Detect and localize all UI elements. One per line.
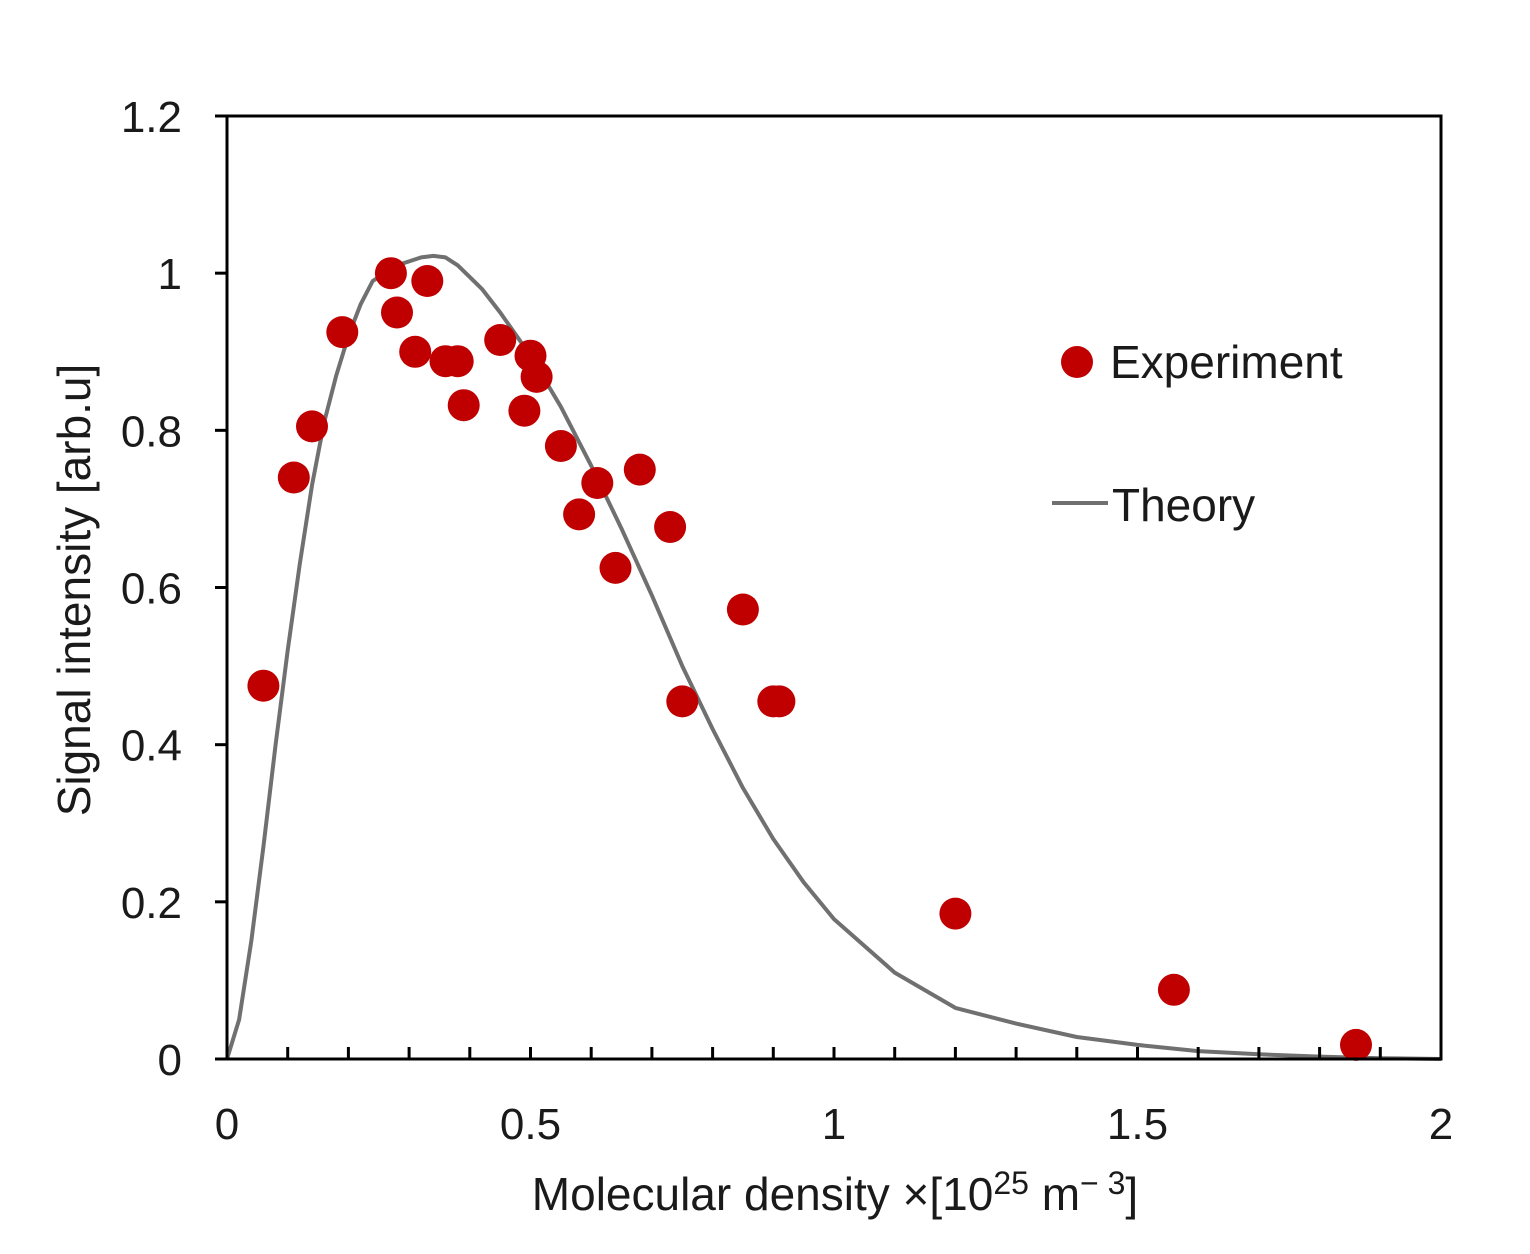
x-axis-title-exponent-1: 25 (993, 1165, 1029, 1201)
experiment-point-26 (1157, 973, 1190, 1006)
experiment-point-7 (411, 265, 444, 297)
experiment-point-10 (447, 389, 480, 422)
experiment-point-18 (599, 551, 632, 584)
x-tick-label-2: 1 (822, 1100, 846, 1149)
y-axis-title: Signal intensity [arb.u] (48, 364, 100, 817)
y-tick-label-6: 1.2 (121, 93, 182, 142)
x-axis-title: Molecular density ×[1025 m− 3] (532, 1165, 1138, 1220)
experiment-point-25 (939, 897, 972, 930)
y-tick-label-2: 0.4 (121, 722, 182, 771)
x-tick-label-3: 1.5 (1107, 1100, 1168, 1149)
legend-label-theory: Theory (1112, 479, 1255, 531)
axes: 0 0.2 0.4 0.6 0.8 1 1.2 0 0.5 1 1.5 2 (121, 93, 1453, 1149)
theory-line (225, 253, 1442, 1061)
y-tick-label-5: 1 (158, 250, 182, 299)
experiment-point-5 (381, 296, 413, 329)
experiment-point-3 (326, 316, 359, 349)
x-tick-label-1: 0.5 (500, 1100, 561, 1149)
experiment-point-24 (763, 685, 796, 718)
experiment-point-16 (563, 498, 596, 531)
y-tick-label-3: 0.6 (121, 565, 182, 614)
experiment-point-0 (247, 669, 280, 702)
experiment-point-4 (374, 257, 407, 290)
experiment-point-6 (399, 335, 432, 368)
x-axis-title-exponent-2: − 3 (1080, 1165, 1125, 1201)
experiment-point-12 (508, 394, 541, 427)
x-axis-title-unit: m (1029, 1168, 1080, 1220)
x-tick-label-4: 2 (1429, 1100, 1453, 1149)
y-tick-label-1: 0.2 (121, 879, 182, 928)
plot-area (225, 253, 1442, 1061)
experiment-point-19 (623, 453, 656, 486)
experiment-point-22 (726, 593, 759, 626)
experiment-point-2 (296, 410, 328, 443)
experiment-point-27 (1340, 1028, 1372, 1061)
y-tick-label-4: 0.8 (121, 407, 182, 456)
experiment-point-15 (544, 430, 577, 462)
legend-marker-experiment (1061, 346, 1093, 378)
x-tick-label-0: 0 (215, 1100, 239, 1149)
y-tick-label-0: 0 (158, 1036, 182, 1085)
experiment-point-21 (666, 685, 699, 718)
experiment-point-1 (277, 461, 310, 494)
x-axis-title-suffix: ] (1125, 1168, 1138, 1220)
axis-labels: Signal intensity [arb.u] Molecular densi… (48, 364, 1138, 1220)
experiment-point-9 (441, 345, 474, 378)
x-axis-title-prefix: Molecular density ×[10 (532, 1168, 994, 1220)
legend: Experiment Theory (1052, 336, 1343, 531)
experiment-point-14 (520, 360, 553, 393)
experiment-point-17 (581, 467, 614, 499)
legend-label-experiment: Experiment (1110, 336, 1343, 388)
experiment-point-11 (484, 324, 517, 356)
experiment-point-20 (654, 511, 687, 543)
